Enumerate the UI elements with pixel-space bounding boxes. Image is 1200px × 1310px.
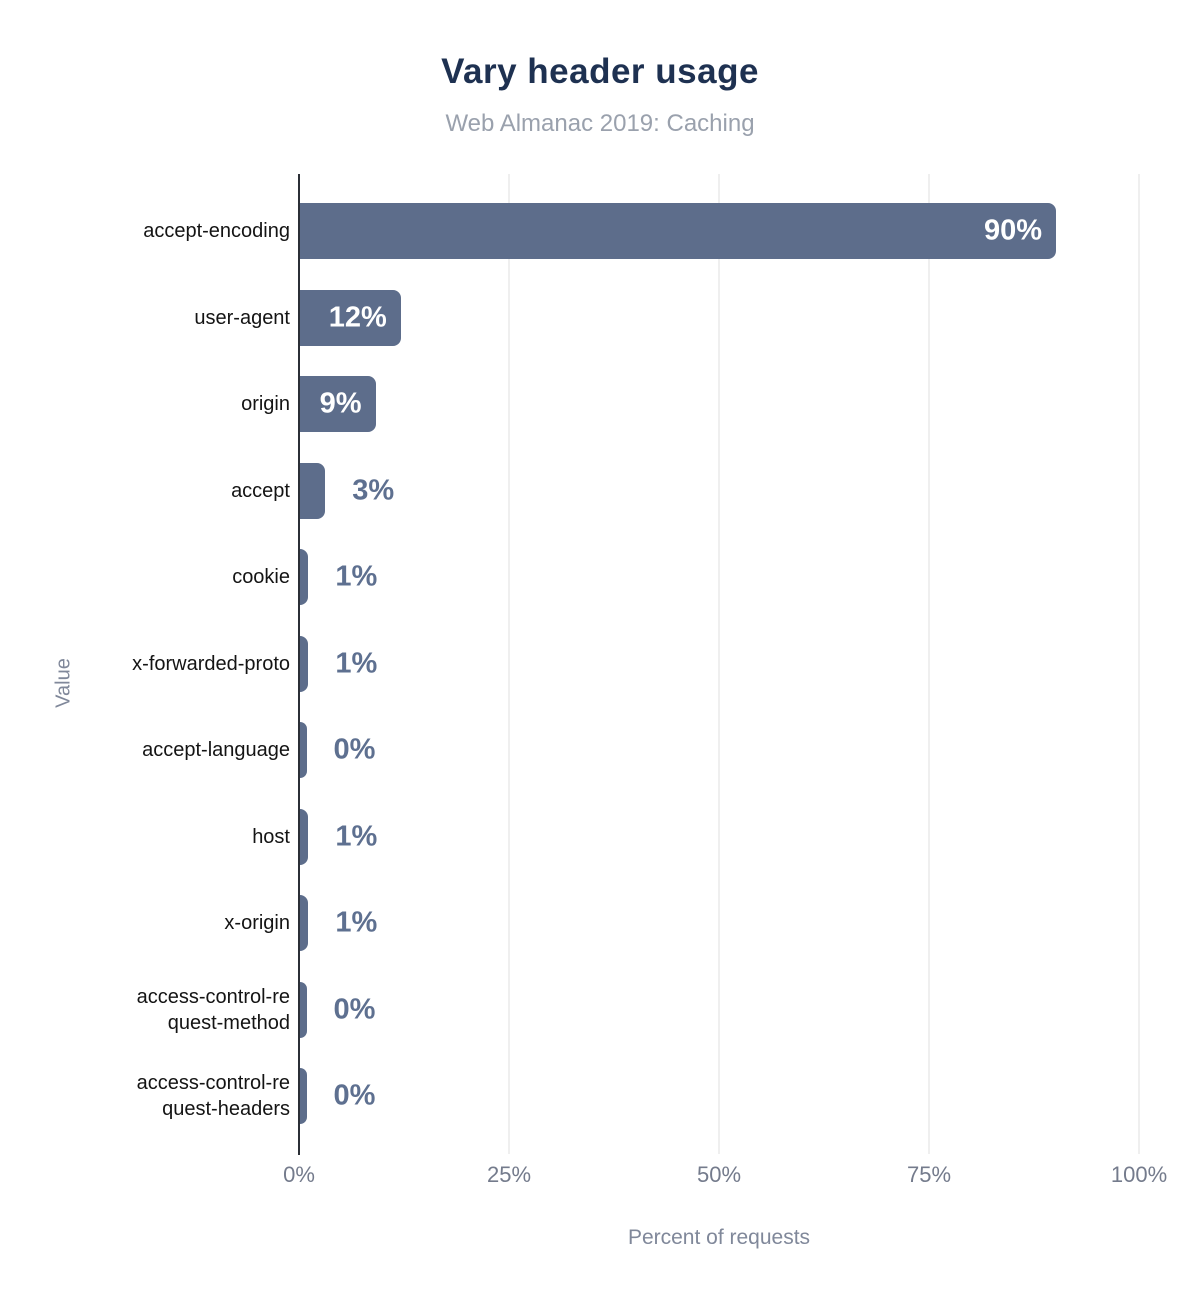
category-label: x-forwarded-proto [132, 652, 290, 675]
x-tick-label: 75% [906, 1162, 952, 1187]
bar-value-label: 12% [328, 301, 387, 334]
gridline [1138, 174, 1140, 1154]
bar [300, 635, 309, 692]
x-tick-label: 100% [1110, 1162, 1168, 1187]
chart-row: access-control-re quest-headers 0% [0, 1053, 1200, 1140]
category-label: cookie [232, 566, 290, 589]
chart-row: cookie 1% [0, 534, 1200, 621]
chart-title: Vary header usage [441, 52, 759, 91]
bar-value-label: 90% [983, 214, 1042, 247]
bar [300, 981, 307, 1038]
bar-value-label: 3% [352, 474, 395, 507]
bar [300, 1068, 307, 1125]
category-label: access-control-re quest-method [136, 985, 290, 1034]
y-axis-title: Value [52, 658, 75, 708]
bar-value-label: 1% [335, 820, 378, 853]
chart-row: access-control-re quest-method 0% [0, 967, 1200, 1054]
chart-row: user-agent 12% [0, 275, 1200, 362]
category-label: host [252, 825, 290, 848]
x-tick-label: 25% [486, 1162, 532, 1187]
bar [300, 549, 309, 606]
bar-value-label: 0% [333, 1079, 376, 1112]
y-axis-line [298, 174, 300, 1155]
chart-row: x-forwarded-proto 1% [0, 621, 1200, 708]
bar [300, 895, 309, 952]
bar [300, 462, 326, 519]
gridline [718, 174, 720, 1154]
category-label: origin [241, 393, 290, 416]
category-label: x-origin [224, 912, 290, 935]
category-label: accept-encoding [143, 220, 290, 243]
chart-row: host 1% [0, 794, 1200, 881]
category-label: accept [231, 479, 290, 502]
bar-value-label: 1% [335, 560, 378, 593]
x-tick-label: 0% [283, 1162, 315, 1187]
chart-row: accept-encoding 90% [0, 188, 1200, 275]
chart-row: accept 3% [0, 448, 1200, 535]
category-label: accept-language [142, 739, 290, 762]
gridline [508, 174, 510, 1154]
bar [300, 722, 307, 779]
bar [300, 808, 309, 865]
category-label: access-control-re quest-headers [136, 1072, 290, 1121]
chart-subtitle: Web Almanac 2019: Caching [445, 110, 755, 137]
category-label: user-agent [194, 306, 290, 329]
bar-value-label: 1% [335, 647, 378, 680]
chart-row: accept-language 0% [0, 707, 1200, 794]
bar-value-label: 0% [333, 733, 376, 766]
bar: 12% [300, 289, 401, 346]
bar: 9% [300, 376, 376, 433]
bar: 90% [300, 203, 1056, 260]
x-axis-title: Percent of requests [627, 1226, 811, 1249]
bar-value-label: 0% [333, 993, 376, 1026]
bar-value-label: 1% [335, 906, 378, 939]
x-tick-label: 50% [696, 1162, 742, 1187]
chart-row: x-origin 1% [0, 880, 1200, 967]
chart-row: origin 9% [0, 361, 1200, 448]
bar-value-label: 9% [319, 387, 362, 420]
gridline [928, 174, 930, 1154]
